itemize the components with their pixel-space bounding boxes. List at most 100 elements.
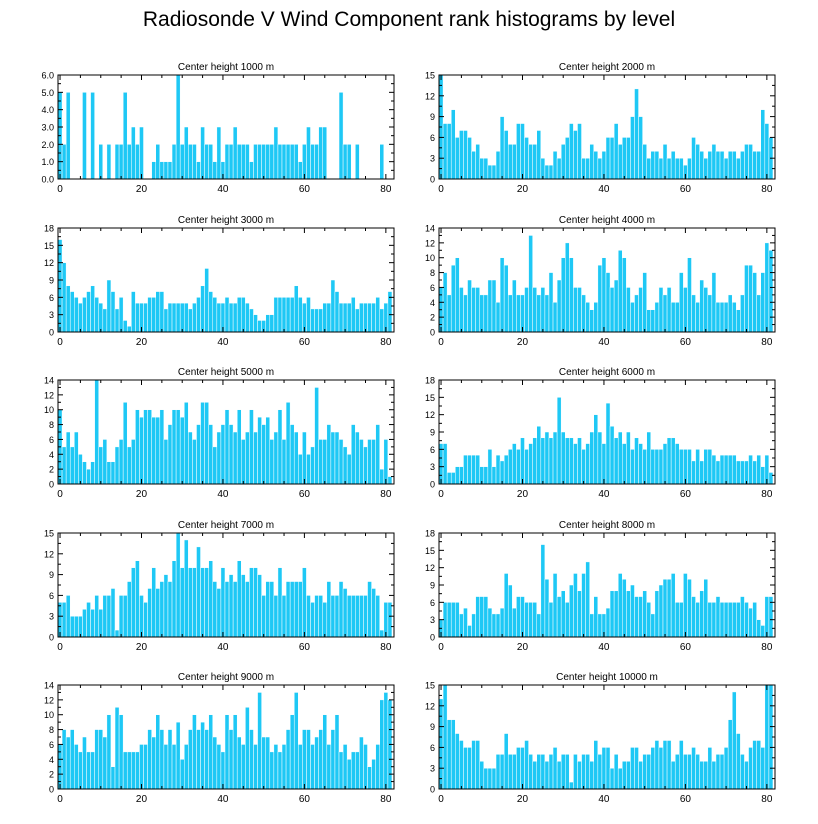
histogram-bar (232, 714, 238, 790)
histogram-bar (609, 287, 615, 333)
histogram-bar (516, 123, 521, 180)
histogram-bar (597, 264, 603, 333)
histogram-bar (192, 439, 197, 485)
histogram-bar (548, 164, 554, 180)
histogram-bar (200, 402, 205, 485)
histogram-bar (363, 302, 368, 333)
histogram-bar (446, 719, 452, 790)
histogram-bar (200, 567, 205, 638)
histogram-bar (736, 309, 741, 333)
histogram-bar (662, 443, 668, 485)
x-tick-label: 80 (761, 184, 773, 195)
histogram-bar (232, 126, 238, 180)
histogram-bar (147, 409, 152, 485)
histogram-bar (540, 157, 546, 180)
histogram-bar (654, 449, 660, 485)
histogram-bar (298, 161, 303, 180)
histogram-bar (163, 161, 169, 180)
histogram-bar (367, 581, 372, 638)
histogram-bar (597, 754, 603, 790)
histogram-bar (752, 602, 757, 638)
x-tick-label: 80 (380, 337, 392, 348)
histogram-bar (475, 144, 480, 180)
y-tick-label: 18 (425, 529, 435, 539)
histogram-bar (711, 272, 717, 333)
histogram-bar (764, 123, 770, 180)
histogram-bar (622, 761, 627, 790)
histogram-bar (540, 287, 546, 333)
histogram-bar (723, 602, 729, 638)
y-tick-label: 6 (49, 435, 54, 445)
y-tick-label: 9 (430, 722, 435, 732)
histogram-bar (658, 449, 664, 485)
histogram-bar (236, 144, 242, 180)
histogram-bar (646, 157, 652, 180)
y-tick-label: 0 (49, 480, 54, 490)
histogram-bar (552, 573, 558, 638)
histogram-bar (719, 754, 725, 790)
histogram-bar (626, 137, 631, 180)
histogram-bar (188, 144, 193, 180)
y-tick-label: 0 (430, 175, 435, 185)
histogram-bar (82, 461, 87, 485)
histogram-bar (442, 684, 448, 790)
histogram-bar (285, 402, 291, 485)
histogram-bar (679, 157, 684, 180)
histogram-bar (687, 449, 692, 485)
histogram-bar (556, 397, 562, 485)
histogram-bar (61, 602, 67, 638)
histogram-bar (617, 431, 623, 485)
histogram-bar (61, 446, 67, 485)
histogram-bar (90, 285, 95, 333)
histogram-bar (646, 431, 652, 485)
histogram-bar (257, 416, 262, 485)
histogram-bar (499, 607, 505, 638)
histogram-bar (155, 588, 161, 638)
histogram-bar (479, 596, 485, 638)
histogram-bar (155, 714, 161, 790)
histogram-bar (346, 759, 352, 790)
histogram-bar (289, 144, 295, 180)
y-tick-label: 12 (425, 701, 435, 711)
histogram-bar (118, 144, 124, 180)
histogram-bar (727, 294, 733, 333)
histogram-bar (379, 308, 385, 333)
histogram-bar (752, 460, 757, 485)
histogram-bar (273, 595, 279, 638)
histogram-bar (175, 721, 181, 790)
histogram-bar (569, 437, 574, 485)
x-tick-label: 40 (598, 794, 610, 805)
histogram-bar (82, 736, 87, 790)
histogram-bar (338, 581, 344, 638)
histogram-bar (703, 287, 709, 333)
histogram-bar (699, 151, 704, 180)
histogram-bar (467, 747, 472, 790)
histogram-bar (723, 747, 729, 790)
histogram-bar (630, 116, 635, 180)
histogram-bar (487, 767, 493, 790)
histogram-bar (736, 602, 741, 638)
histogram-bar (455, 466, 460, 485)
histogram-panel: Center height 4000 m 0 20 40 60 80 0 2 4 6 8 10 12 14 (425, 215, 776, 348)
histogram-bar (306, 454, 311, 485)
histogram-bar (318, 126, 323, 180)
histogram-bar (285, 729, 291, 790)
y-tick-label: 14 (44, 681, 54, 691)
histogram-bar (569, 257, 574, 333)
histogram-bar (383, 602, 389, 638)
histogram-bar (524, 602, 529, 638)
histogram-bar (634, 437, 639, 485)
histogram-bar (450, 472, 456, 485)
histogram-bar (666, 437, 672, 485)
histogram-panel: Center height 8000 m 0 20 40 60 80 0 3 6 9 12 15 18 (425, 520, 776, 653)
histogram-bar (269, 144, 275, 180)
histogram-bar (495, 454, 501, 485)
histogram-bar (719, 454, 725, 485)
histogram-bar (740, 596, 745, 638)
histogram-bar (560, 431, 566, 485)
histogram-bar (355, 144, 360, 180)
histogram-bar (483, 157, 489, 180)
histogram-bar (450, 109, 456, 180)
histogram-bar (342, 744, 348, 790)
histogram-bar (760, 272, 766, 333)
